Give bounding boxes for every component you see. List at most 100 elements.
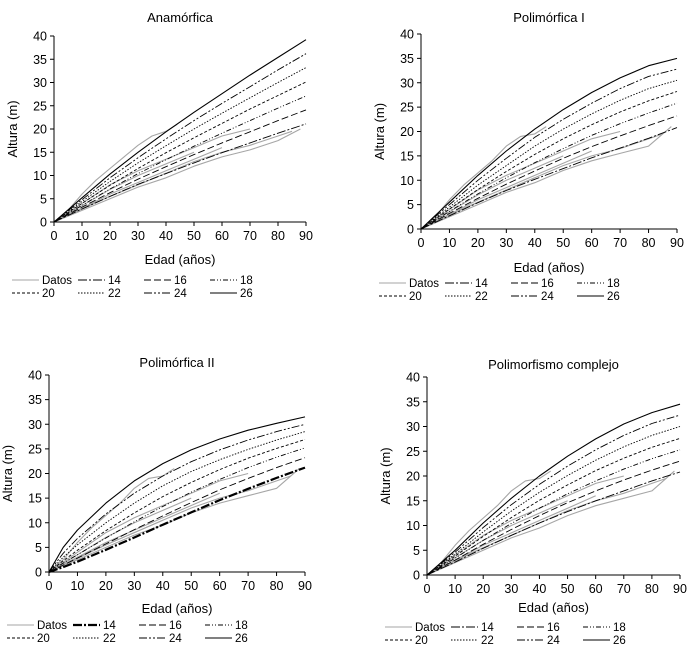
chart-panel-1: Anamórfica 0 5 10 15 20 25 30 35 40 0 10 20 30 40 50 60 7… bbox=[5, 10, 313, 300]
legend: Datos 14 16 18 20 22 24 26 bbox=[379, 278, 620, 303]
x-tick-label: 70 bbox=[617, 582, 631, 596]
y-tick-label: 30 bbox=[28, 418, 42, 432]
legend: Datos 14 16 18 20 22 24 26 bbox=[12, 275, 253, 300]
y-tick-label: 0 bbox=[35, 566, 42, 580]
legend-label: 24 bbox=[174, 288, 187, 300]
legend: Datos 14 16 18 20 22 24 26 bbox=[7, 620, 248, 645]
x-tick-label: 30 bbox=[504, 582, 518, 596]
legend-label: 18 bbox=[607, 278, 620, 290]
x-tick-label: 40 bbox=[532, 582, 546, 596]
chart-panel-2: Polimórfica I 0 5 10 15 20 25 30 35 40 0 10 20 30 40 50… bbox=[372, 10, 684, 303]
series-line-26 bbox=[48, 416, 306, 573]
y-tick-label: 20 bbox=[406, 470, 420, 484]
y-tick-label: 10 bbox=[400, 174, 414, 188]
y-tick-label: 0 bbox=[413, 569, 420, 583]
x-tick-label: 10 bbox=[442, 236, 456, 250]
x-tick-label: 50 bbox=[187, 229, 201, 243]
y-tick-label: 25 bbox=[33, 99, 47, 113]
x-tick-label: 50 bbox=[561, 582, 575, 596]
series-line-datos bbox=[426, 470, 675, 576]
series-line-16 bbox=[48, 457, 306, 573]
x-tick-label: 40 bbox=[156, 579, 170, 593]
x-axis-label: Edad (años) bbox=[518, 600, 589, 615]
legend-label: 22 bbox=[475, 291, 488, 303]
legend-label: 26 bbox=[613, 635, 626, 647]
y-tick-label: 30 bbox=[400, 76, 414, 90]
series-line-22 bbox=[53, 67, 307, 223]
x-tick-label: 70 bbox=[243, 229, 257, 243]
x-tick-label: 30 bbox=[131, 229, 145, 243]
series-line-26 bbox=[420, 57, 678, 230]
legend-label: 14 bbox=[475, 278, 488, 290]
y-axis-label: Altura (m) bbox=[378, 447, 393, 504]
series-line-26 bbox=[426, 403, 681, 576]
x-tick-label: 60 bbox=[213, 579, 227, 593]
legend-label: 24 bbox=[547, 635, 560, 647]
series-line-datos bbox=[53, 128, 301, 223]
x-tick-label: 60 bbox=[215, 229, 229, 243]
chart-title: Polimorfismo complejo bbox=[488, 357, 619, 372]
x-tick-label: 70 bbox=[241, 579, 255, 593]
series-line-16 bbox=[426, 460, 681, 576]
series-line-20 bbox=[426, 437, 681, 576]
x-tick-label: 80 bbox=[271, 229, 285, 243]
series-line-datos bbox=[426, 477, 667, 576]
series-line-18 bbox=[53, 95, 307, 223]
legend-label: 14 bbox=[103, 620, 116, 632]
chart-title: Anamórfica bbox=[147, 10, 214, 25]
x-tick-label: 0 bbox=[418, 236, 425, 250]
legend-label: 16 bbox=[169, 620, 182, 632]
y-tick-label: 40 bbox=[406, 371, 420, 385]
legend-label: 20 bbox=[42, 288, 55, 300]
x-tick-label: 10 bbox=[448, 582, 462, 596]
legend: Datos 14 16 18 20 22 24 26 bbox=[385, 622, 626, 647]
x-tick-label: 20 bbox=[471, 236, 485, 250]
x-axis-label: Edad (años) bbox=[142, 601, 213, 616]
x-tick-label: 50 bbox=[184, 579, 198, 593]
x-tick-label: 10 bbox=[75, 229, 89, 243]
legend-label: 18 bbox=[240, 275, 253, 287]
x-tick-label: 90 bbox=[670, 236, 684, 250]
x-tick-label: 90 bbox=[299, 229, 313, 243]
legend-label: 16 bbox=[541, 278, 554, 290]
series-line-24 bbox=[420, 68, 678, 230]
x-tick-label: 40 bbox=[528, 236, 542, 250]
series-line-26 bbox=[53, 39, 307, 223]
legend-label: 26 bbox=[240, 288, 253, 300]
x-tick-label: 20 bbox=[103, 229, 117, 243]
x-tick-label: 80 bbox=[645, 582, 659, 596]
y-tick-label: 15 bbox=[33, 146, 47, 160]
x-tick-label: 60 bbox=[585, 236, 599, 250]
x-tick-label: 0 bbox=[51, 229, 58, 243]
legend-label: Datos bbox=[42, 275, 72, 287]
chart-panel-4: Polimorfismo complejo 0 5 10 15 20 25 30 35 40 0 10… bbox=[378, 357, 687, 647]
series-line-datos bbox=[48, 472, 249, 573]
chart-title: Polimórfica II bbox=[139, 355, 214, 370]
series-line-datos bbox=[420, 126, 547, 230]
x-tick-label: 30 bbox=[499, 236, 513, 250]
x-axis-label: Edad (años) bbox=[145, 252, 216, 267]
x-axis-label: Edad (años) bbox=[514, 260, 585, 275]
series-line-datos bbox=[48, 475, 291, 573]
y-tick-label: 10 bbox=[33, 169, 47, 183]
x-tick-label: 50 bbox=[556, 236, 570, 250]
y-tick-label: 0 bbox=[407, 223, 414, 237]
x-tick-label: 80 bbox=[270, 579, 284, 593]
x-tick-label: 70 bbox=[613, 236, 627, 250]
legend-label: 14 bbox=[481, 622, 494, 634]
series-line-22 bbox=[426, 426, 681, 576]
y-tick-label: 15 bbox=[406, 494, 420, 508]
series-line-20 bbox=[53, 81, 307, 223]
y-tick-label: 15 bbox=[28, 492, 42, 506]
series-line-22 bbox=[420, 79, 678, 230]
chart-panel-3: Polimórfica II 0 5 10 15 20 25 30 35 40 0 10 20 30 40 5… bbox=[0, 355, 312, 645]
series-line-datos bbox=[53, 123, 178, 223]
legend-label: 16 bbox=[174, 275, 187, 287]
series-line-datos bbox=[53, 130, 293, 223]
y-tick-label: 35 bbox=[400, 52, 414, 66]
y-tick-label: 25 bbox=[406, 445, 420, 459]
y-tick-label: 5 bbox=[407, 198, 414, 212]
y-tick-label: 35 bbox=[406, 395, 420, 409]
x-tick-label: 10 bbox=[70, 579, 84, 593]
